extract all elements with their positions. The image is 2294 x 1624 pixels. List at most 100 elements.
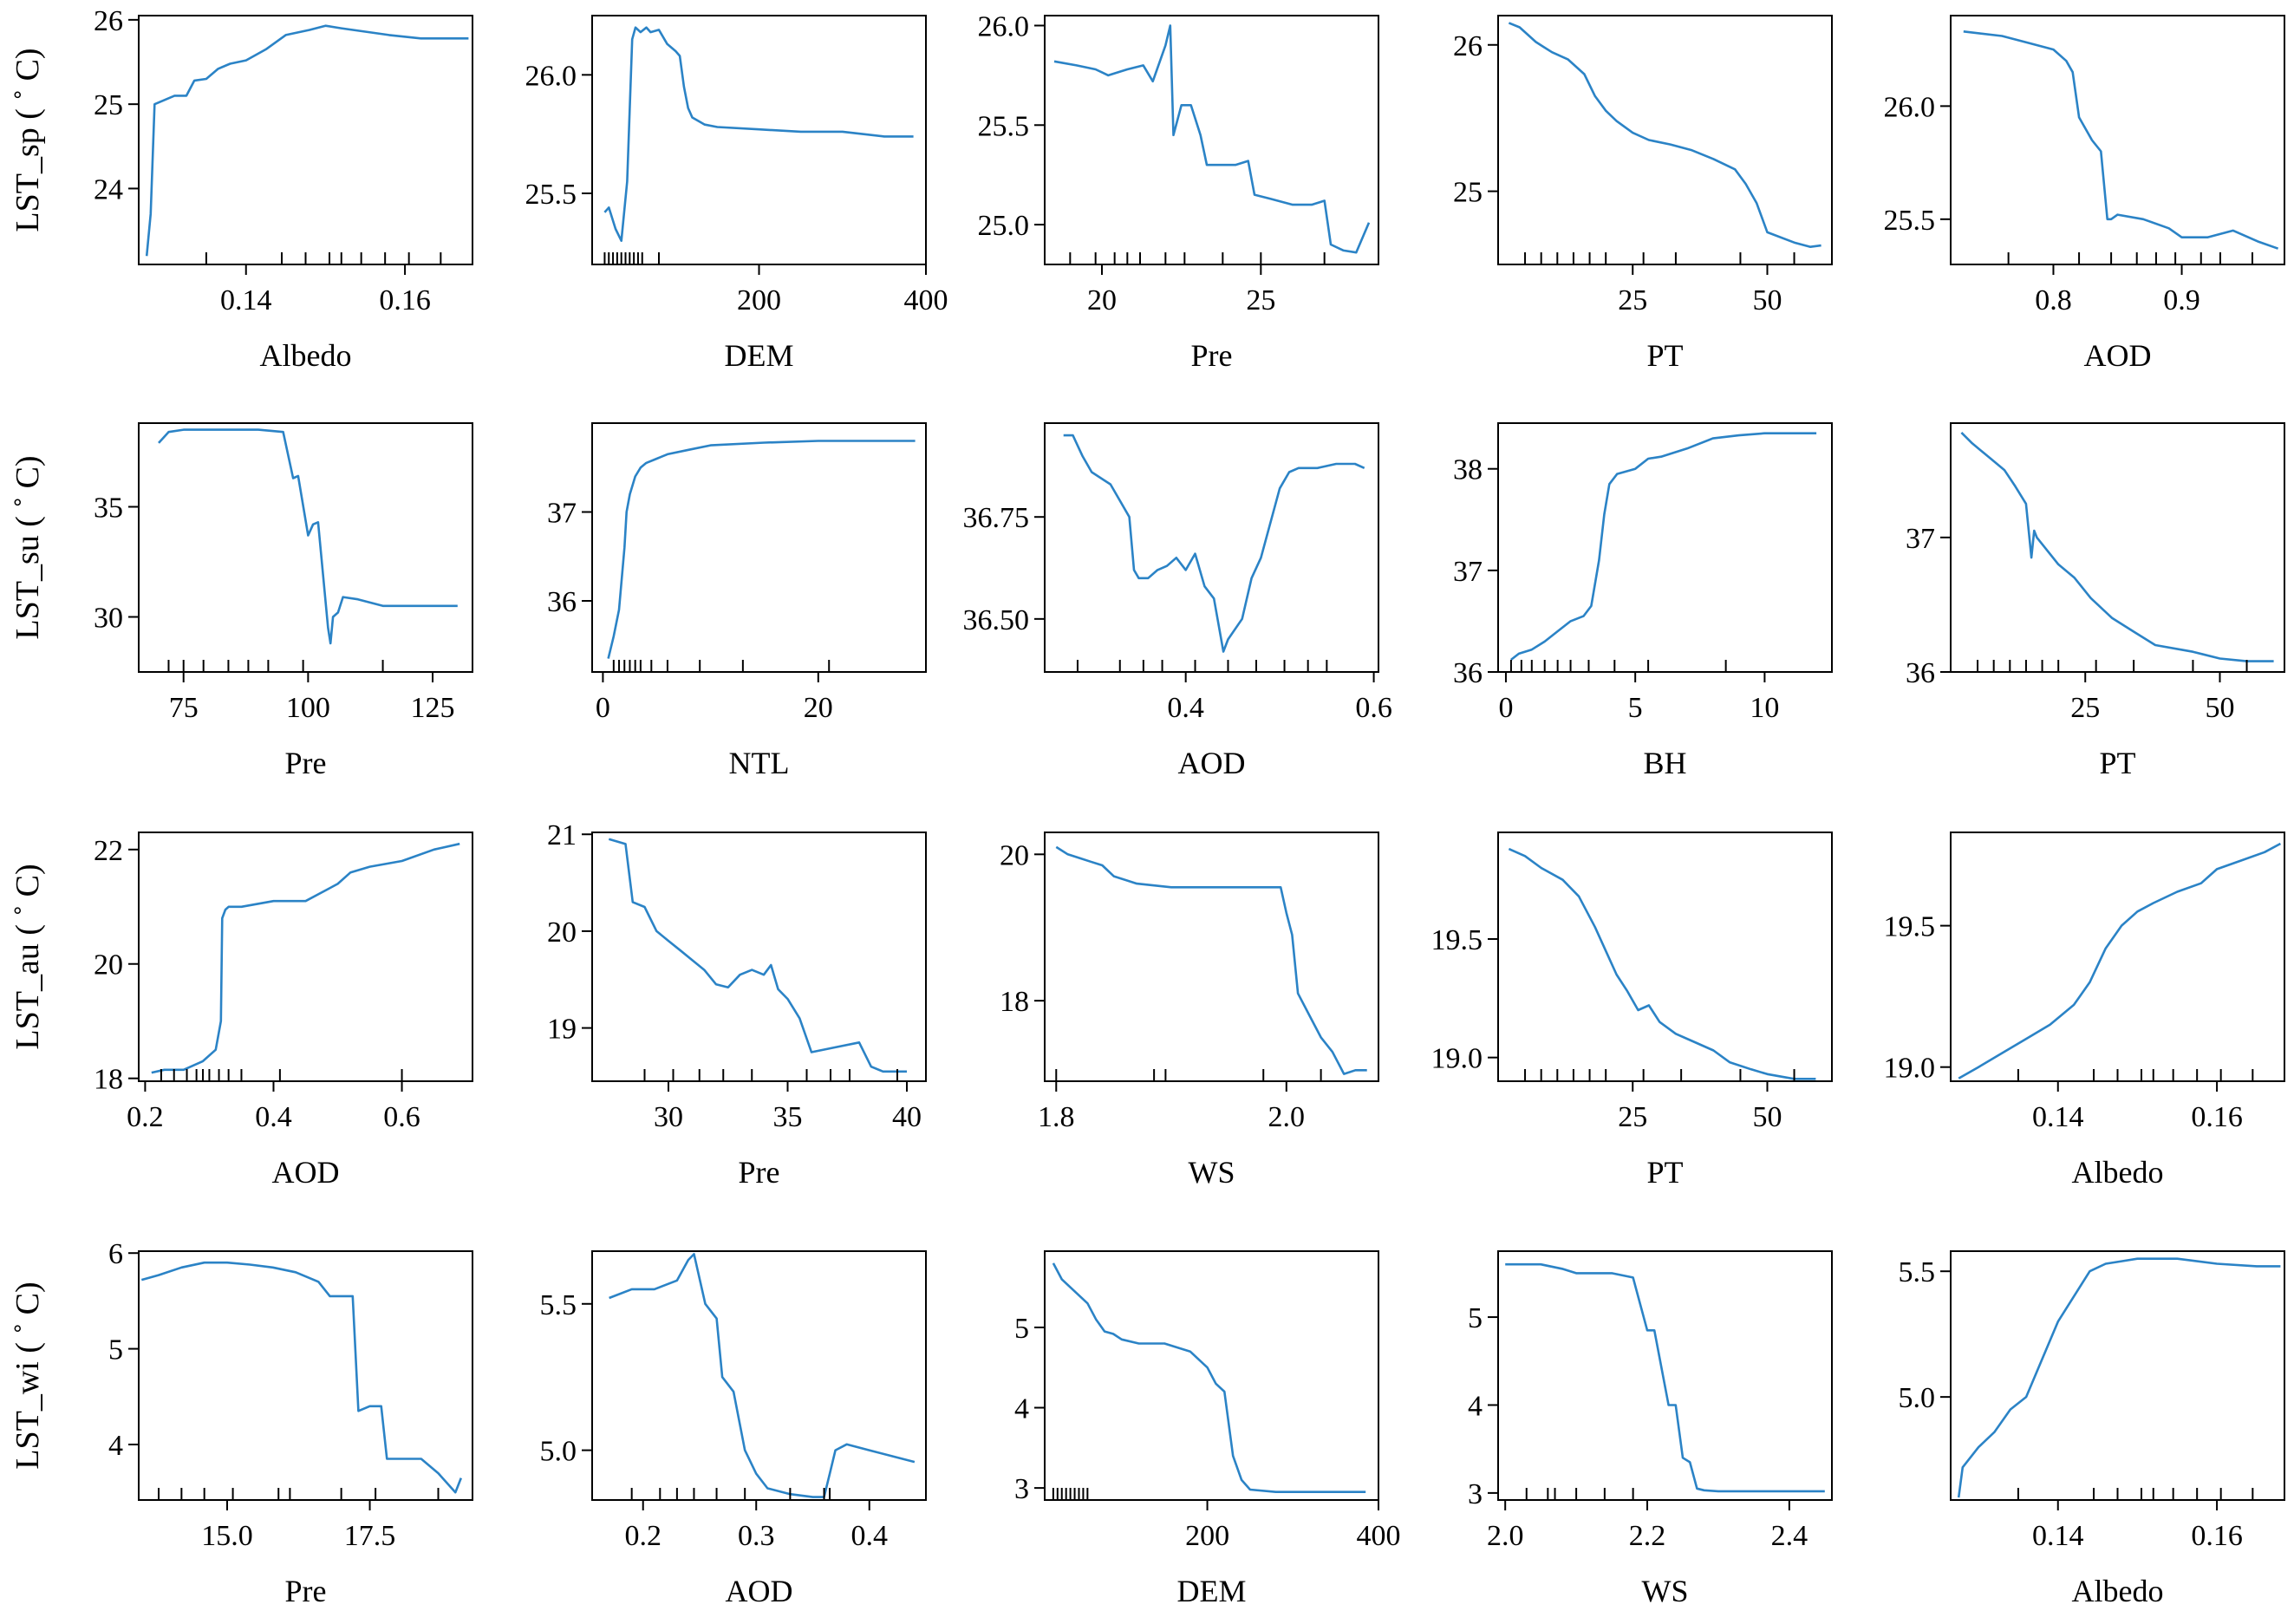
- panel-3-3: 1.8 2.0 18 20 WS: [1000, 832, 1379, 1190]
- panel-3-5: 0.14 0.16 19.0 19.5 Albedo: [1884, 832, 2285, 1190]
- pdp-curve: [145, 24, 469, 257]
- x-tick-label: 25: [2070, 692, 2100, 724]
- x-axis-label: PT: [1646, 1155, 1683, 1190]
- y-tick-label: 25.5: [1884, 205, 1936, 237]
- plot-frame: [1497, 1250, 1833, 1501]
- y-tick-label: 5.0: [1899, 1382, 1936, 1414]
- pdp-curve: [608, 838, 907, 1073]
- plot-frame: [1044, 15, 1379, 265]
- y-tick-label: 21: [547, 819, 577, 851]
- x-tick-label: 400: [904, 284, 948, 316]
- panel-3-1: 0.2 0.4 0.6 18 20 22 AOD LST_au ( ˚ C): [10, 832, 473, 1190]
- plot-frame: [1044, 1250, 1379, 1501]
- plot-frame: [1044, 832, 1379, 1082]
- x-tick-label: 0.4: [255, 1101, 292, 1133]
- panel-2-4: 0 5 10 36 37 38 BH: [1453, 422, 1833, 780]
- y-tick-label: 37: [1453, 556, 1483, 588]
- plot-frame: [1044, 422, 1379, 673]
- y-tick-label: 30: [94, 603, 123, 635]
- x-tick-label: 10: [1750, 692, 1779, 724]
- x-axis-label: PT: [1646, 338, 1683, 373]
- y-tick-label: 18: [94, 1064, 123, 1096]
- panel-4-2: 0.2 0.3 0.4 5.0 5.5 AOD: [540, 1250, 927, 1608]
- x-tick-label: 20: [804, 692, 833, 724]
- x-tick-label: 50: [1752, 284, 1782, 316]
- x-axis-label: AOD: [726, 1574, 793, 1608]
- y-tick-label: 36: [1453, 657, 1483, 689]
- y-tick-label: 26.0: [1884, 91, 1936, 123]
- x-tick-label: 200: [737, 284, 781, 316]
- x-axis-label: AOD: [1178, 746, 1246, 780]
- panel-4-5: 0.14 0.16 5.0 5.5 Albedo: [1899, 1250, 2285, 1608]
- y-tick-label: 5.0: [540, 1436, 577, 1468]
- pdp-curve: [158, 428, 458, 645]
- y-tick-label: 24: [94, 173, 123, 205]
- plot-frame: [1950, 1250, 2285, 1501]
- x-tick-label: 2.2: [1629, 1520, 1666, 1552]
- plot-frame: [591, 1250, 927, 1501]
- y-tick-label: 26.0: [525, 60, 577, 92]
- y-tick-label: 20: [94, 949, 123, 982]
- y-tick-label: 5.5: [540, 1289, 577, 1321]
- x-axis-label: Pre: [1191, 338, 1233, 373]
- y-tick-label: 5: [1014, 1313, 1029, 1345]
- plot-frame: [1497, 832, 1833, 1082]
- x-tick-label: 25: [1246, 284, 1275, 316]
- y-tick-label: 4: [1468, 1390, 1483, 1422]
- y-tick-label: 22: [94, 835, 123, 867]
- x-tick-label: 100: [286, 692, 330, 724]
- panel-3-2: 30 35 40 19 20 21 Pre: [547, 819, 927, 1190]
- y-tick-label: 36: [547, 586, 577, 618]
- y-tick-label: 5.5: [1899, 1256, 1936, 1288]
- panel-4-3: 200 400 3 4 5 DEM: [1014, 1250, 1401, 1608]
- panel-2-3: 0.4 0.6 36.50 36.75 AOD: [963, 422, 1392, 780]
- x-axis-label: Albedo: [2072, 1155, 2164, 1190]
- y-tick-label: 5: [1468, 1302, 1483, 1334]
- x-tick-label: 0.8: [2035, 284, 2072, 316]
- y-tick-label: 37: [1906, 523, 1935, 555]
- pdp-curve: [1508, 847, 1816, 1080]
- x-tick-label: 0: [1498, 692, 1513, 724]
- x-tick-label: 0.14: [220, 284, 272, 316]
- pdp-curve: [140, 1261, 463, 1494]
- y-axis-label: LST_au ( ˚ C): [10, 864, 46, 1049]
- panel-2-2: 0 20 36 37 NTL: [547, 422, 927, 780]
- y-tick-label: 5: [108, 1334, 123, 1366]
- x-tick-label: 2.4: [1771, 1520, 1808, 1552]
- y-tick-label: 25: [1453, 177, 1483, 209]
- y-tick-label: 4: [1014, 1393, 1029, 1425]
- x-axis-label: AOD: [272, 1155, 340, 1190]
- pdp-curve: [1052, 1262, 1366, 1493]
- plot-frame: [591, 832, 927, 1082]
- x-tick-label: 2.0: [1268, 1101, 1306, 1133]
- x-axis-label: DEM: [725, 338, 794, 373]
- pdp-curve: [603, 26, 914, 243]
- x-axis-label: PT: [2099, 746, 2135, 780]
- y-tick-label: 25.5: [525, 179, 577, 211]
- y-tick-label: 20: [1000, 839, 1029, 871]
- y-tick-label: 3: [1468, 1478, 1483, 1510]
- pdp-curve: [1508, 22, 1822, 249]
- y-tick-label: 37: [547, 498, 577, 530]
- x-tick-label: 0.6: [1355, 692, 1392, 724]
- x-axis-label: Pre: [285, 746, 327, 780]
- x-tick-label: 0.16: [379, 284, 431, 316]
- y-tick-label: 19.0: [1431, 1043, 1483, 1075]
- pdp-curve: [1957, 1257, 2281, 1498]
- x-tick-label: 0.2: [127, 1101, 164, 1133]
- y-tick-label: 35: [94, 492, 123, 525]
- pdp-curve: [607, 440, 916, 659]
- y-axis-label: LST_su ( ˚ C): [10, 455, 46, 639]
- y-tick-label: 20: [547, 916, 577, 949]
- x-axis-label: Pre: [285, 1574, 327, 1608]
- x-tick-label: 25: [1618, 1101, 1647, 1133]
- panel-1-4: 25 50 25 26 PT: [1453, 15, 1833, 373]
- pdp-curve: [1053, 24, 1371, 254]
- y-tick-label: 25: [94, 89, 123, 121]
- x-tick-label: 40: [892, 1101, 922, 1133]
- pdp-curve: [1505, 1262, 1825, 1493]
- pdp-curve: [1055, 845, 1367, 1075]
- x-tick-label: 0.14: [2032, 1520, 2084, 1552]
- panel-1-2: 200 400 25.5 26.0 DEM: [525, 15, 948, 373]
- y-axis-label: LST_wi ( ˚ C): [10, 1282, 46, 1469]
